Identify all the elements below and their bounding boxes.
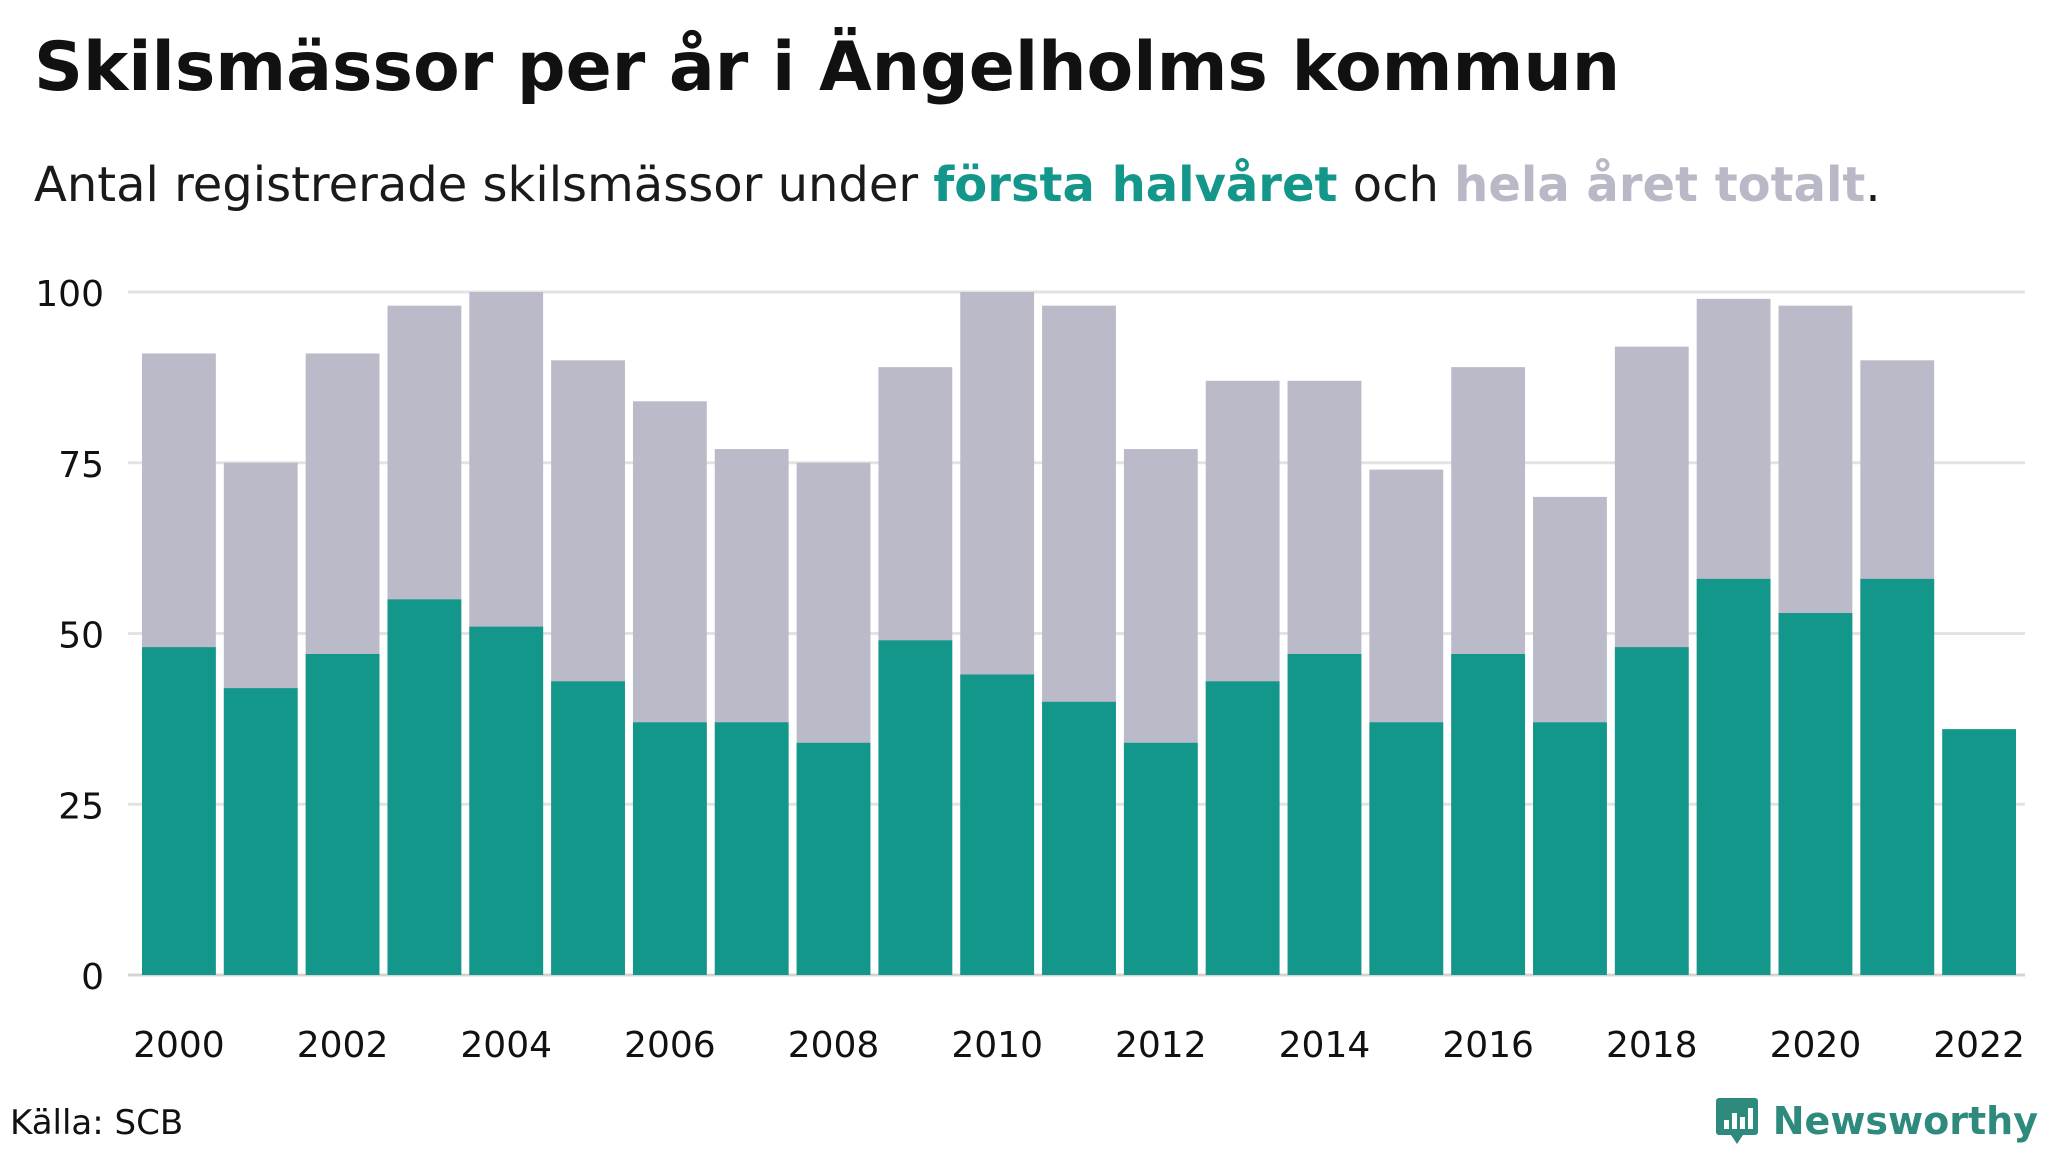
y-tick-label: 0 <box>81 957 104 998</box>
bar-first-half-2013 <box>1205 681 1280 975</box>
subtitle-text-after: . <box>1865 157 1881 213</box>
bar-first-half-2011 <box>1042 701 1116 975</box>
brand-logo: Newsworthy <box>1715 1096 2038 1146</box>
first-half-bars <box>142 578 2016 975</box>
x-tick-label: 2014 <box>1279 1025 1371 1066</box>
bar-first-half-2017 <box>1533 722 1607 975</box>
x-tick-label: 2010 <box>951 1025 1043 1066</box>
bar-first-half-2006 <box>632 722 707 975</box>
bar-first-half-2012 <box>1123 742 1198 975</box>
bar-first-half-2007 <box>714 722 789 975</box>
bar-first-half-2002 <box>305 653 380 975</box>
bar-first-half-2009 <box>878 640 953 975</box>
x-tick-label: 2004 <box>460 1025 552 1066</box>
bar-first-half-2004 <box>469 626 544 975</box>
x-tick-label: 2000 <box>133 1025 225 1066</box>
x-tick-label: 2012 <box>1115 1025 1207 1066</box>
y-axis-ticks: 0 25 50 75 100 <box>35 274 104 998</box>
bar-first-half-2019 <box>1696 578 1771 975</box>
bar-first-half-2014 <box>1287 653 1362 975</box>
bar-first-half-2021 <box>1860 578 1935 975</box>
chart-title: Skilsmässor per år i Ängelholms kommun <box>34 28 1621 107</box>
bar-first-half-2001 <box>223 688 298 975</box>
bar-first-half-2018 <box>1614 647 1689 975</box>
bar-first-half-2020 <box>1778 613 1853 975</box>
y-tick-label: 25 <box>58 786 104 827</box>
bar-first-half-2008 <box>796 742 871 975</box>
x-tick-label: 2016 <box>1442 1025 1534 1066</box>
x-tick-label: 2002 <box>297 1025 389 1066</box>
bar-first-half-2005 <box>551 681 625 975</box>
bar-first-half-2010 <box>960 674 1035 975</box>
x-tick-label: 2008 <box>788 1025 880 1066</box>
bar-first-half-2015 <box>1369 722 1444 975</box>
legend-full-year: hela året totalt <box>1454 157 1866 213</box>
subtitle-text-before: Antal registrerade skilsmässor under <box>34 157 934 213</box>
newsworthy-logo-icon <box>1715 1098 1758 1144</box>
legend-first-half: första halvåret <box>933 157 1338 213</box>
subtitle-text-middle: och <box>1337 157 1455 213</box>
y-tick-label: 50 <box>58 616 104 657</box>
x-tick-label: 2022 <box>1933 1025 2025 1066</box>
bar-first-half-2022 <box>1942 729 2016 975</box>
y-tick-label: 100 <box>35 274 104 315</box>
x-tick-label: 2006 <box>624 1025 716 1066</box>
bar-first-half-2016 <box>1451 653 1526 975</box>
brand-name: Newsworthy <box>1772 1099 2038 1143</box>
bar-first-half-2000 <box>142 647 216 975</box>
x-axis-ticks: 2000 2002 2004 2006 2008 2010 2012 2014 2016 2018… <box>133 1025 2025 1066</box>
source-credit: Källa: SCB <box>10 1103 184 1143</box>
x-tick-label: 2020 <box>1770 1025 1862 1066</box>
chart-subtitle: Antal registrerade skilsmässor under för… <box>34 150 1881 220</box>
x-tick-label: 2018 <box>1606 1025 1698 1066</box>
bar-first-half-2003 <box>387 599 462 975</box>
y-tick-label: 75 <box>58 445 104 486</box>
